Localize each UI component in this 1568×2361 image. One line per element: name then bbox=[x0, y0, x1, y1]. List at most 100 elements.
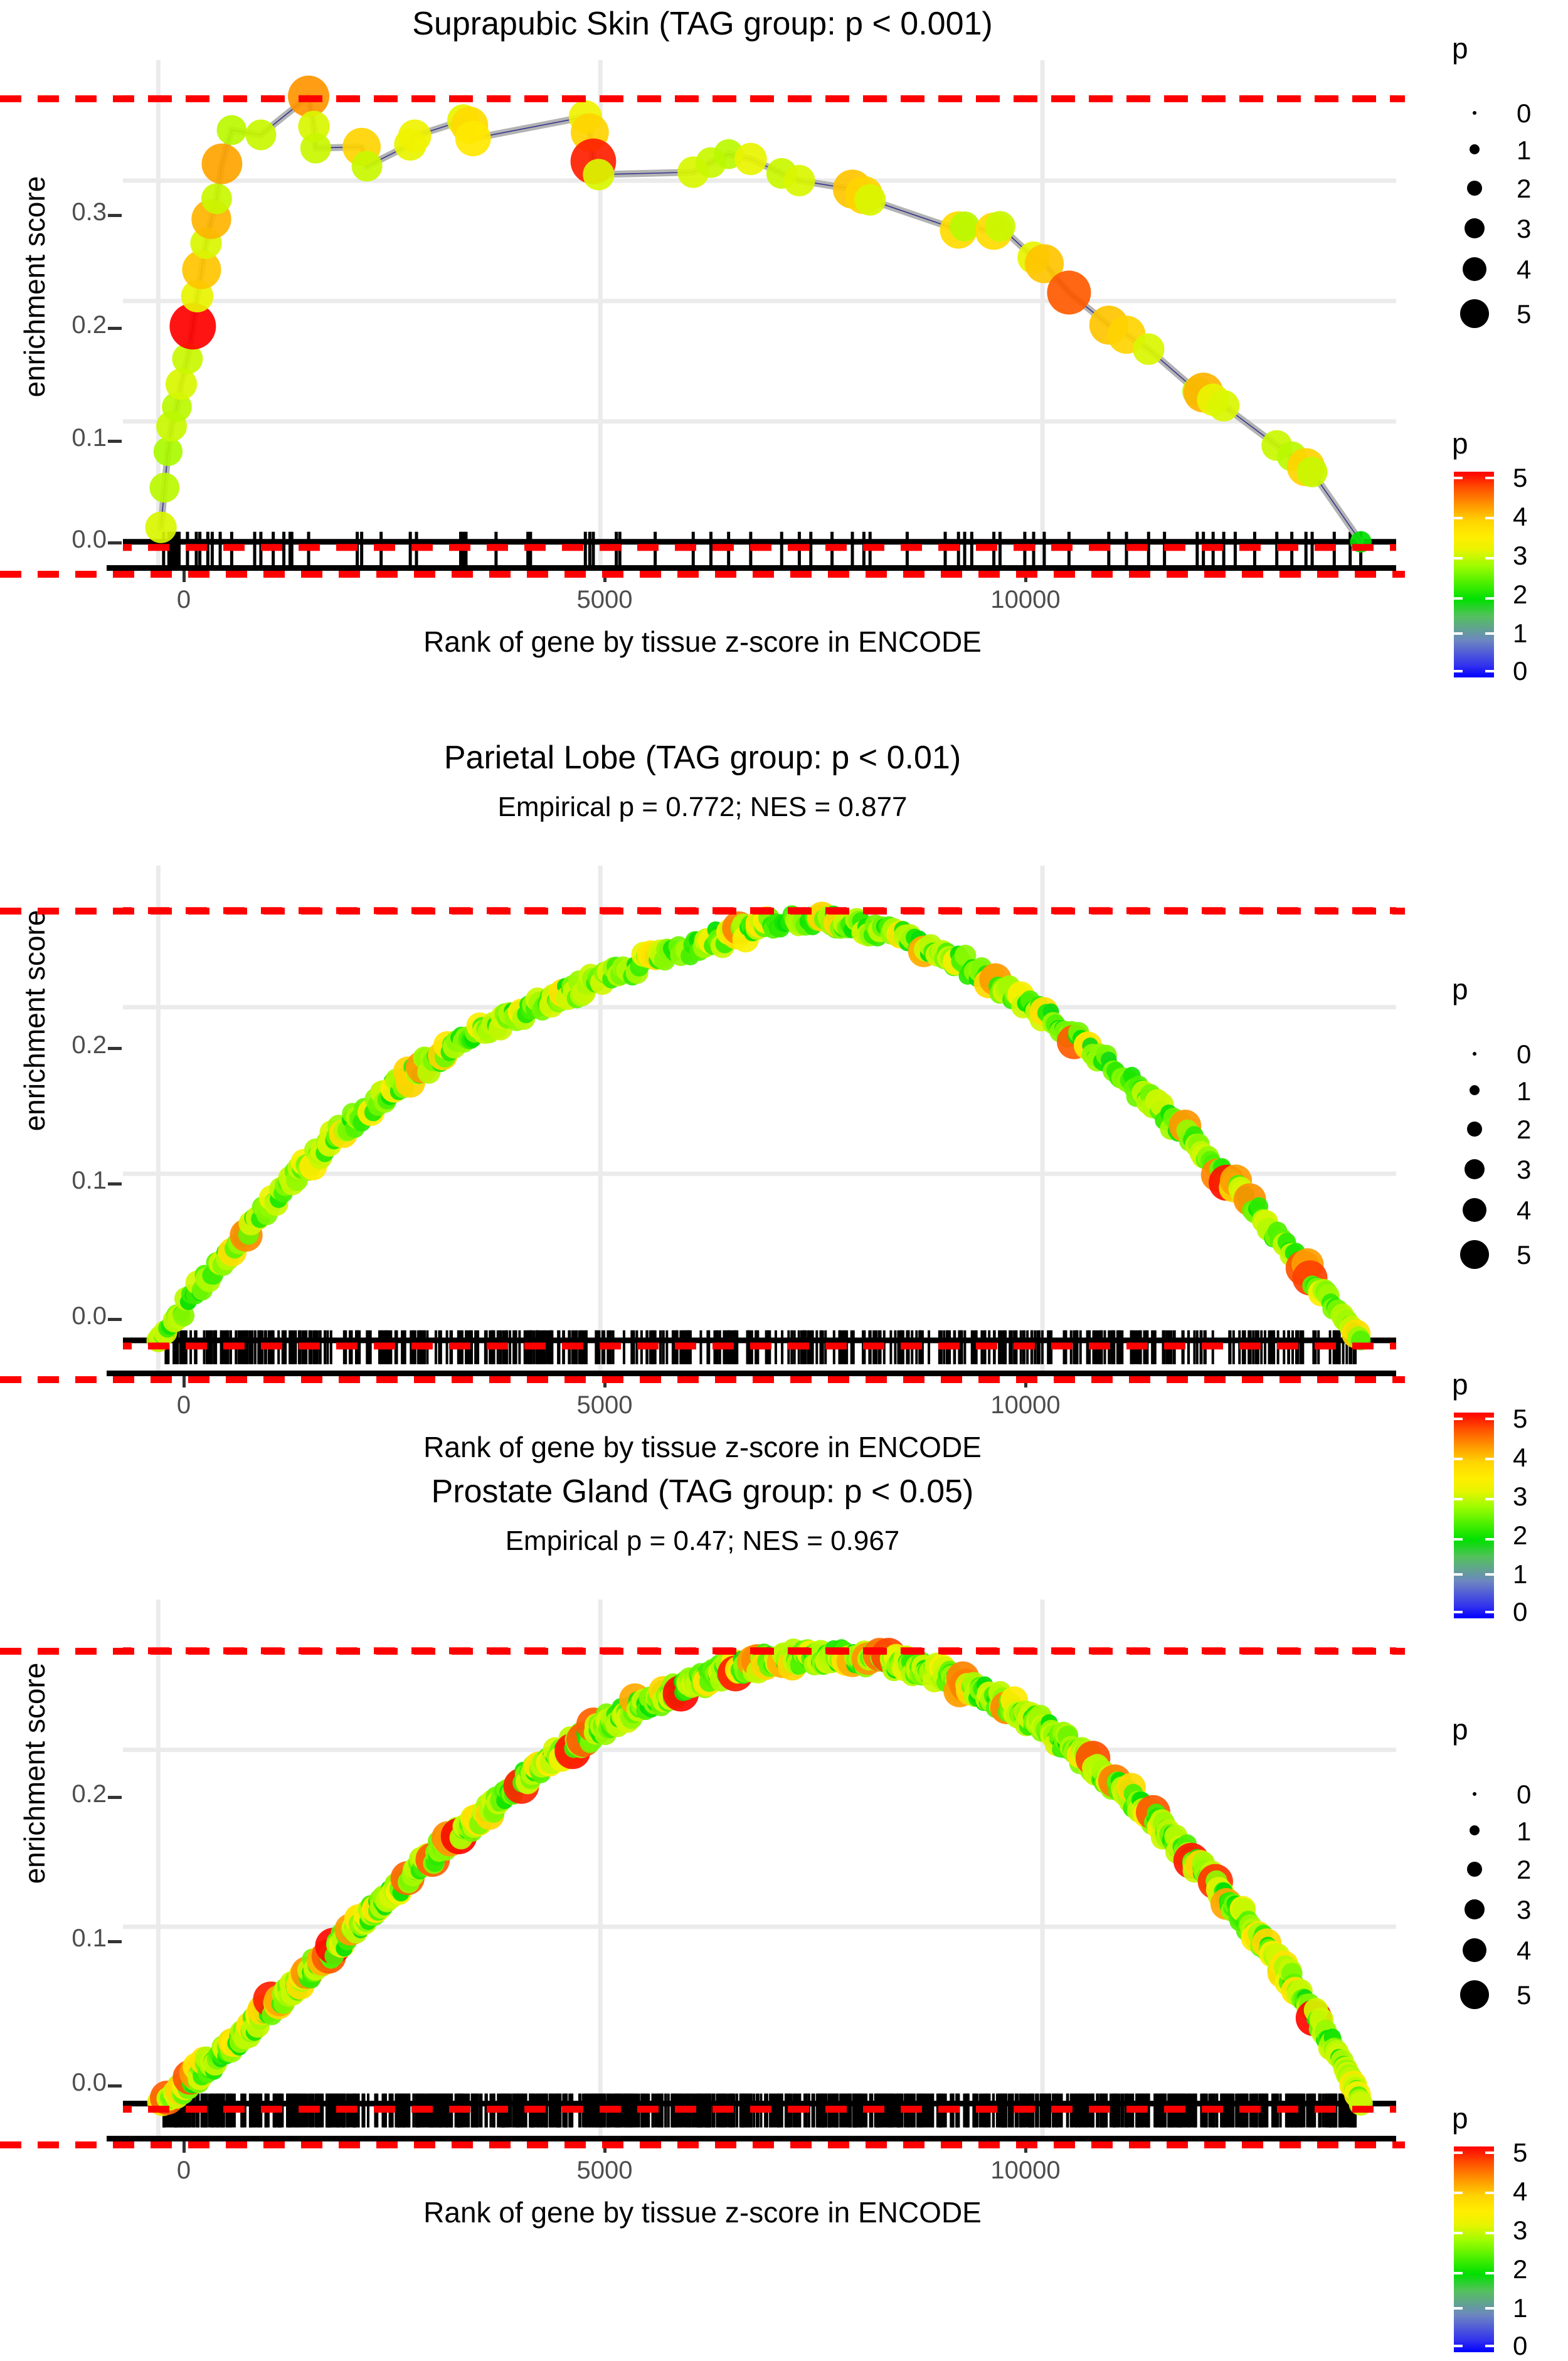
colorbar-tick bbox=[1485, 1418, 1494, 1420]
x-tick-10000: 10000 bbox=[990, 2157, 1061, 2184]
colorbar-tick bbox=[1454, 1573, 1463, 1576]
size-legend-label-0: 0 bbox=[1517, 98, 1532, 128]
enrichment-plot-svg bbox=[0, 60, 1522, 568]
size-legend-label-2: 2 bbox=[1517, 1115, 1532, 1144]
colorbar-tick bbox=[1485, 2345, 1494, 2347]
color-legend-title: p bbox=[1452, 427, 1468, 460]
x-tick-5000: 5000 bbox=[576, 2157, 633, 2184]
colorbar-tick bbox=[1485, 632, 1494, 635]
colorbar-tick bbox=[1454, 477, 1463, 479]
colorbar-tick bbox=[1485, 557, 1494, 560]
colorbar-tick bbox=[1485, 517, 1494, 519]
colorbar-tick bbox=[1454, 1498, 1463, 1500]
size-legend-label-5: 5 bbox=[1517, 299, 1532, 329]
size-legend-label-3: 3 bbox=[1517, 214, 1532, 243]
colorbar-tick bbox=[1485, 597, 1494, 600]
size-legend-label-0: 0 bbox=[1517, 1780, 1532, 1809]
x-axis-label: Rank of gene by tissue z-score in ENCODE bbox=[423, 1431, 982, 1463]
size-legend-label-1: 1 bbox=[1517, 135, 1532, 165]
y-tick-mark bbox=[108, 327, 122, 330]
size-legend-label-3: 3 bbox=[1517, 1895, 1532, 1924]
panel-subtitle: Empirical p = 0.772; NES = 0.877 bbox=[497, 792, 908, 822]
zero-baseline bbox=[107, 565, 1396, 571]
x-tick-0: 0 bbox=[176, 2157, 191, 2184]
colorbar-tick bbox=[1454, 632, 1463, 635]
size-legend-label-4: 4 bbox=[1517, 255, 1532, 284]
x-tick-10000: 10000 bbox=[990, 1391, 1061, 1419]
panel-title: Suprapubic Skin (TAG group: p < 0.001) bbox=[412, 6, 993, 42]
color-legend-label-2: 2 bbox=[1513, 2254, 1528, 2284]
colorbar-tick bbox=[1485, 2192, 1494, 2194]
panel-parietal-lobe: Parietal Lobe (TAG group: p < 0.01) Empi… bbox=[0, 734, 1568, 1626]
colorbar-tick bbox=[1454, 2232, 1463, 2234]
colorbar-tick bbox=[1454, 597, 1463, 600]
colorbar-tick bbox=[1454, 2192, 1463, 2194]
color-legend-bar bbox=[1454, 1413, 1494, 1618]
threshold-dashed-line bbox=[0, 95, 1405, 103]
color-legend-label-3: 3 bbox=[1513, 1482, 1528, 1511]
colorbar-tick bbox=[1485, 2151, 1494, 2154]
y-tick-mark bbox=[108, 214, 122, 217]
zero-baseline bbox=[107, 2136, 1396, 2141]
size-legend-dot-3 bbox=[1465, 1899, 1485, 1919]
colorbar-tick bbox=[1485, 670, 1494, 672]
colorbar-tick bbox=[1454, 2345, 1463, 2347]
size-legend-label-5: 5 bbox=[1517, 1980, 1532, 2010]
zero-dashed-line bbox=[0, 1376, 1405, 1383]
color-legend-label-0: 0 bbox=[1513, 2331, 1528, 2360]
color-legend-label-0: 0 bbox=[1513, 656, 1528, 686]
size-legend-title: p bbox=[1452, 32, 1468, 65]
colorbar-tick bbox=[1454, 2272, 1463, 2274]
colorbar-tick bbox=[1454, 1611, 1463, 1613]
y-tick-0.1: 0.1 bbox=[72, 1924, 107, 1952]
colorbar-tick bbox=[1485, 2272, 1494, 2274]
size-legend-title: p bbox=[1452, 973, 1468, 1005]
x-tick-10000: 10000 bbox=[990, 586, 1061, 613]
size-legend-dot-0 bbox=[1473, 1792, 1476, 1796]
colorbar-tick bbox=[1485, 2232, 1494, 2234]
colorbar-tick bbox=[1454, 2307, 1463, 2310]
color-legend-bar bbox=[1454, 2146, 1494, 2352]
colorbar-tick bbox=[1485, 1498, 1494, 1500]
color-legend-label-0: 0 bbox=[1513, 1597, 1528, 1626]
x-axis-label: Rank of gene by tissue z-score in ENCODE bbox=[423, 2196, 982, 2229]
size-legend-dot-3 bbox=[1465, 218, 1485, 238]
colorbar-tick bbox=[1485, 1538, 1494, 1541]
y-tick-mark bbox=[108, 440, 122, 443]
y-tick-0.1: 0.1 bbox=[72, 1167, 107, 1194]
panel-suprapubic-skin: Suprapubic Skin (TAG group: p < 0.001) E… bbox=[0, 0, 1568, 690]
size-legend-dot-4 bbox=[1463, 257, 1486, 281]
colorbar-tick bbox=[1454, 557, 1463, 560]
size-legend-label-4: 4 bbox=[1517, 1196, 1532, 1225]
enrichment-plot-svg bbox=[0, 866, 1522, 1374]
size-legend-dot-1 bbox=[1470, 1825, 1480, 1835]
threshold-dashed-line bbox=[0, 907, 1405, 915]
color-legend-label-1: 1 bbox=[1513, 2293, 1528, 2323]
zero-dashed-line bbox=[0, 2141, 1405, 2148]
threshold-dashed-line bbox=[0, 1647, 1405, 1655]
size-legend-label-1: 1 bbox=[1517, 1817, 1532, 1846]
color-legend-label-3: 3 bbox=[1513, 541, 1528, 570]
y-tick-mark bbox=[108, 1796, 122, 1799]
y-tick-mark bbox=[108, 2084, 122, 2088]
plot-canvas bbox=[0, 1600, 1522, 2139]
colorbar-tick bbox=[1485, 2307, 1494, 2310]
zero-dashed-line bbox=[0, 571, 1405, 578]
x-tick-5000: 5000 bbox=[576, 586, 633, 613]
size-legend-dot-0 bbox=[1473, 111, 1476, 115]
zero-baseline bbox=[107, 1371, 1396, 1376]
size-legend-dot-2 bbox=[1467, 1122, 1482, 1137]
size-legend-dot-1 bbox=[1470, 144, 1480, 154]
x-axis-label: Rank of gene by tissue z-score in ENCODE bbox=[423, 625, 982, 658]
colorbar-tick bbox=[1454, 670, 1463, 672]
size-legend-label-2: 2 bbox=[1517, 174, 1532, 203]
y-axis-label: enrichment score bbox=[18, 910, 51, 1132]
color-legend-label-4: 4 bbox=[1513, 1443, 1528, 1472]
colorbar-tick bbox=[1454, 1458, 1463, 1460]
size-legend-dot-4 bbox=[1463, 1198, 1486, 1222]
colorbar-tick bbox=[1485, 1458, 1494, 1460]
plot-canvas bbox=[0, 60, 1522, 568]
size-legend-dot-3 bbox=[1465, 1159, 1485, 1179]
size-legend-dot-5 bbox=[1460, 1980, 1489, 2009]
